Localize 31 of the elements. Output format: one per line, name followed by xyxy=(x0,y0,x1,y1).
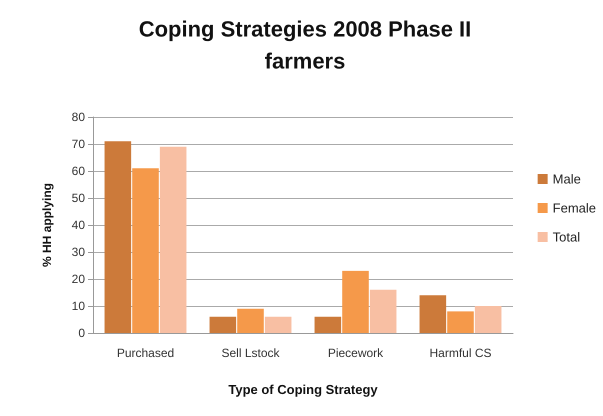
bar xyxy=(132,168,159,333)
x-tick-label: Sell Lstock xyxy=(221,346,281,360)
y-tick-label: 40 xyxy=(72,218,86,232)
y-tick-label: 70 xyxy=(72,137,86,151)
x-tick-label: Purchased xyxy=(116,346,174,360)
bar xyxy=(104,141,132,333)
x-axis-title: Type of Coping Strategy xyxy=(228,382,378,397)
legend-label: Male xyxy=(552,172,581,186)
y-tick-label: 50 xyxy=(72,191,86,205)
bar xyxy=(420,295,446,333)
legend-label: Female xyxy=(552,200,596,216)
y-tick-label: 80 xyxy=(72,110,86,124)
y-tick-label: 20 xyxy=(72,272,86,286)
y-tick-label: 10 xyxy=(72,299,86,313)
y-axis-title: % HH applying xyxy=(40,182,54,268)
legend-label: Total xyxy=(552,230,580,244)
bar xyxy=(474,306,502,333)
y-tick-label: 60 xyxy=(72,164,86,178)
bar xyxy=(447,311,474,333)
bar xyxy=(160,146,186,333)
y-tick-label: 0 xyxy=(78,326,86,340)
x-tick-label: Harmful CS xyxy=(429,346,492,360)
bar xyxy=(370,290,396,333)
y-tick-label: 30 xyxy=(72,245,86,259)
bar xyxy=(264,316,292,333)
bar xyxy=(314,316,342,333)
bar xyxy=(237,308,264,333)
chart-title: Coping Strategies 2008 Phase II farmers xyxy=(138,16,472,74)
x-tick-label: Piecework xyxy=(328,346,384,360)
bar xyxy=(342,270,369,333)
bar xyxy=(210,316,236,333)
